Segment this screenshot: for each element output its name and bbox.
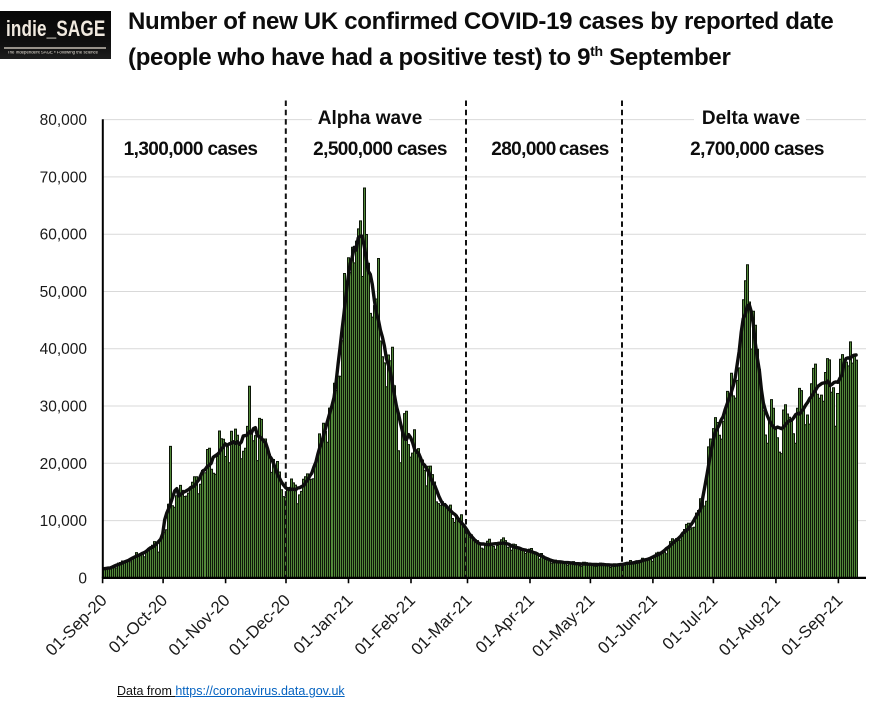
svg-text:01-Jul-21: 01-Jul-21 [659,591,722,654]
svg-text:50,000: 50,000 [40,284,88,301]
svg-text:2,500,000 cases: 2,500,000 cases [313,139,447,160]
svg-text:0: 0 [78,570,87,587]
svg-text:40,000: 40,000 [40,341,88,358]
svg-text:01-Sep-21: 01-Sep-21 [778,591,847,660]
svg-text:01-Jan-21: 01-Jan-21 [290,591,357,658]
svg-text:30,000: 30,000 [40,399,88,416]
svg-text:60,000: 60,000 [40,227,88,244]
svg-text:01-Feb-21: 01-Feb-21 [351,591,419,659]
svg-text:01-Oct-20: 01-Oct-20 [105,591,171,657]
svg-text:01-Mar-21: 01-Mar-21 [407,591,475,659]
svg-text:10,000: 10,000 [40,513,88,530]
svg-text:01-Jun-21: 01-Jun-21 [594,591,661,658]
svg-text:Delta wave: Delta wave [702,108,800,129]
svg-text:2,700,000 cases: 2,700,000 cases [690,139,824,160]
svg-text:01-Aug-21: 01-Aug-21 [715,591,784,660]
svg-text:01-May-21: 01-May-21 [528,591,598,661]
svg-text:70,000: 70,000 [40,169,88,186]
svg-text:01-Nov-20: 01-Nov-20 [165,591,234,660]
svg-text:80,000: 80,000 [40,112,88,129]
svg-text:20,000: 20,000 [40,456,88,473]
svg-text:1,300,000 cases: 1,300,000 cases [124,139,258,160]
svg-text:280,000 cases: 280,000 cases [491,139,609,160]
svg-text:01-Dec-20: 01-Dec-20 [225,591,294,660]
svg-text:Alpha wave: Alpha wave [318,108,423,129]
svg-text:01-Sep-20: 01-Sep-20 [42,591,111,660]
